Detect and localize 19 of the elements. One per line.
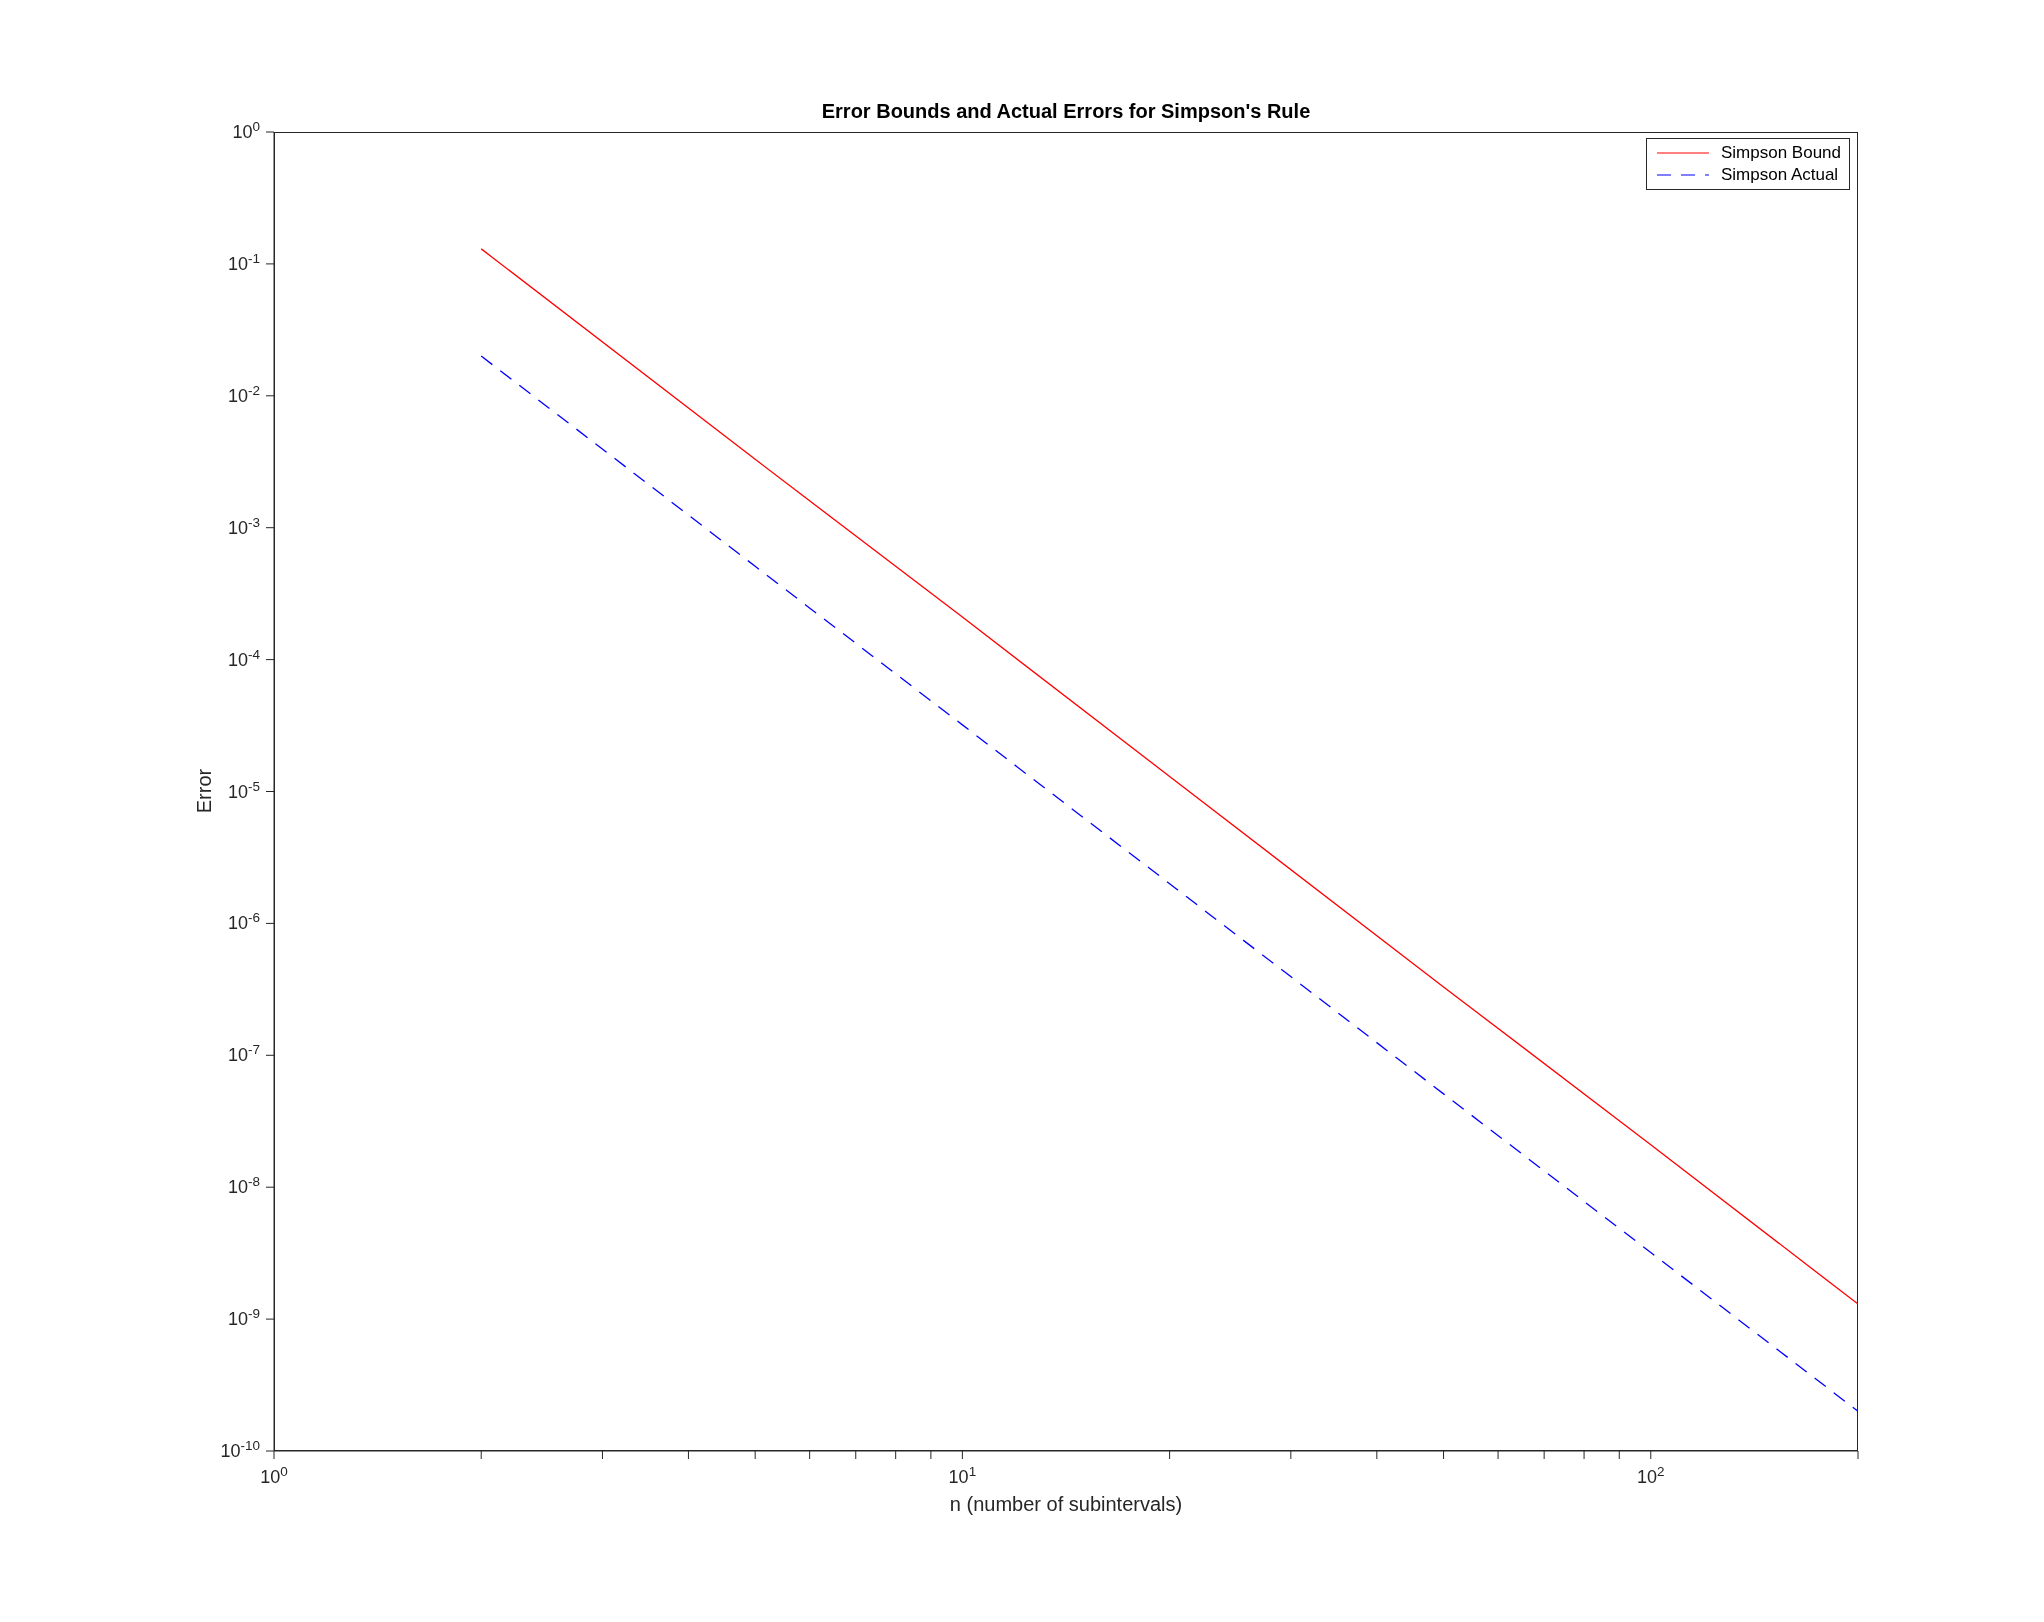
y-tick-label: 10$^{-6}$ [227,909,260,934]
x-tick-label: 10$^{0}$ [260,1463,288,1487]
y-tick-label: 10$^{-1}$ [227,250,260,274]
x-axis-title: n (number of subintervals) [948,1493,1184,1516]
y-tick-label: 10$^{-2}$ [227,382,260,406]
chart-title: Error Bounds and Actual Errors for Simpson's Rule [820,100,1312,123]
y-tick-label: 10$^{-10}$ [220,1437,260,1461]
y-tick-label: 10$^{-9}$ [227,1305,260,1330]
y-tick-label: 10$^{-5}$ [227,778,260,802]
y-tick-label: 10$^{-8}$ [227,1173,260,1198]
y-tick-label: 10$^{0}$ [232,118,260,142]
y-tick-label: 10$^{-3}$ [227,514,260,538]
y-tick-label: 10$^{-4}$ [227,646,261,670]
legend-label: Simpson Actual [1720,164,1839,186]
legend-label: Simpson Bound [1720,142,1841,164]
y-tick-label: 10$^{-7}$ [227,1041,260,1066]
y-axis-title: Error [192,768,216,814]
x-tick-label: 10$^{1}$ [948,1463,977,1487]
x-tick-label: 10$^{2}$ [1637,1463,1665,1487]
